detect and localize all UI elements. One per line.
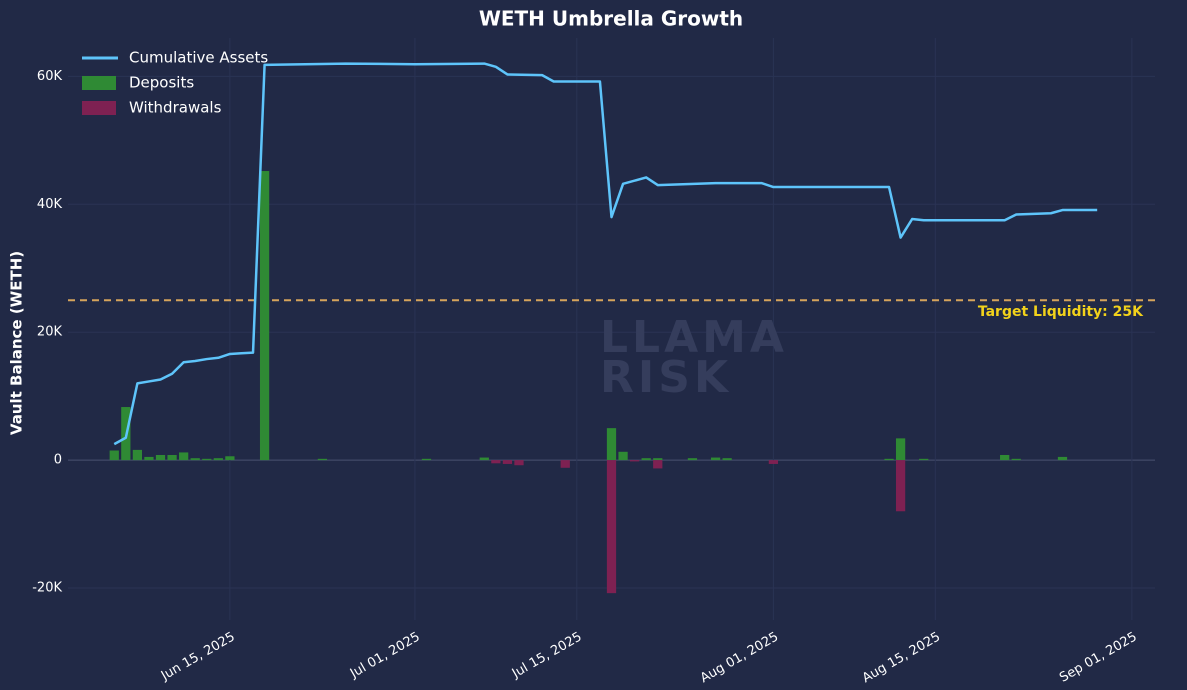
bar [213, 458, 223, 461]
plot-area: Target Liquidity: 25K [68, 62, 1155, 594]
y-tick-label: 0 [54, 453, 62, 468]
bar [1057, 456, 1068, 461]
target-label: Target Liquidity: 25K [978, 304, 1144, 320]
bar [919, 458, 929, 461]
bar [630, 460, 640, 462]
y-tick-label: 60K [37, 69, 63, 84]
y-tick-label: -20K [32, 581, 62, 596]
bar [179, 452, 189, 461]
bar [109, 450, 119, 461]
watermark-text: LLAMA [600, 312, 788, 363]
legend-swatch [82, 76, 116, 90]
bar [895, 460, 906, 512]
bar [1011, 458, 1021, 461]
bar [202, 458, 212, 461]
bar [259, 171, 270, 461]
bar [653, 458, 663, 461]
y-tick-label: 40K [37, 197, 63, 212]
bar [768, 460, 779, 464]
y-axis-title: Vault Balance (WETH) [8, 251, 26, 435]
bar [710, 457, 721, 461]
bar [144, 456, 154, 461]
bar [653, 460, 663, 469]
bar [167, 454, 177, 461]
bar [502, 460, 513, 464]
bar [687, 458, 698, 461]
bar [190, 458, 200, 461]
bar [132, 449, 143, 461]
bar [560, 460, 570, 468]
line [113, 62, 1098, 446]
bar [421, 458, 432, 461]
bar [895, 438, 906, 461]
bar [514, 460, 524, 466]
bar [884, 458, 894, 461]
bar [606, 428, 617, 461]
bar [479, 457, 489, 461]
bar [491, 460, 501, 464]
legend-swatch [82, 101, 116, 115]
legend-label: Cumulative Assets [129, 49, 268, 67]
watermark-text: RISK [600, 352, 732, 403]
bar [317, 458, 328, 461]
y-tick-label: 20K [37, 325, 63, 340]
bar [618, 451, 628, 461]
bar [641, 458, 651, 461]
bar [155, 454, 166, 461]
bar [1000, 454, 1010, 461]
legend-label: Withdrawals [129, 99, 222, 117]
bar [722, 458, 732, 461]
legend-label: Deposits [129, 74, 194, 92]
bar [606, 460, 617, 594]
chart-title: WETH Umbrella Growth [479, 7, 743, 31]
bar [225, 456, 235, 461]
